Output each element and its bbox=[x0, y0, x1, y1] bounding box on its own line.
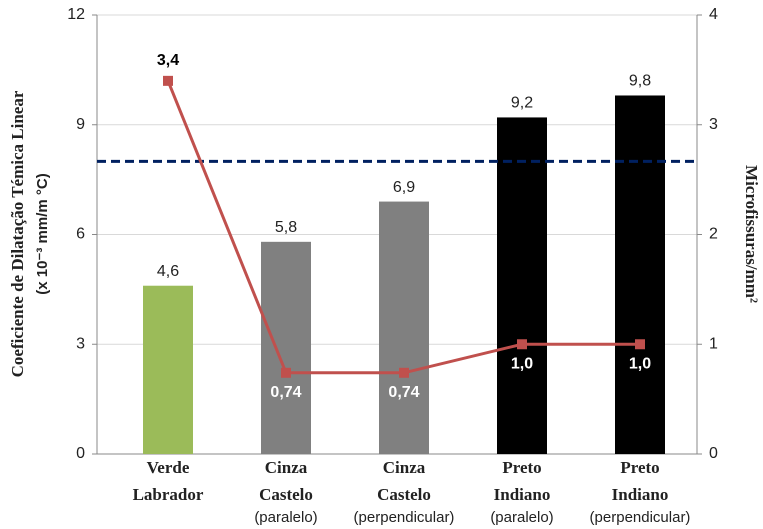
y-tick-label: 6 bbox=[76, 226, 85, 243]
y-tick-label: 9 bbox=[76, 116, 85, 133]
x-tick-label: Castelo bbox=[377, 485, 431, 504]
line-marker bbox=[163, 75, 173, 86]
line-marker bbox=[399, 367, 409, 378]
bar-value-label: 6,9 bbox=[393, 179, 415, 196]
y-axis-title: Coeficiente de Dilatação Témica Linear bbox=[8, 90, 27, 377]
x-tick-label: Verde bbox=[147, 458, 190, 477]
x-tick-label: (perpendicular) bbox=[590, 509, 691, 526]
y2-axis-title: Microfissuras/mm² bbox=[742, 165, 761, 303]
bar bbox=[143, 285, 193, 454]
y-tick-label: 0 bbox=[76, 445, 85, 462]
bar bbox=[379, 201, 429, 454]
x-tick-label: Cinza bbox=[265, 458, 308, 477]
line-value-label: 1,0 bbox=[511, 355, 533, 372]
x-tick-label: Indiano bbox=[612, 485, 669, 504]
bar-value-label: 5,8 bbox=[275, 219, 297, 236]
bar bbox=[261, 241, 311, 454]
x-tick-label: Labrador bbox=[133, 485, 204, 504]
y2-tick-label: 4 bbox=[709, 6, 718, 23]
y2-tick-label: 3 bbox=[709, 116, 718, 133]
x-tick-label: Castelo bbox=[259, 485, 313, 504]
bar-value-label: 4,6 bbox=[157, 263, 179, 280]
x-tick-label: (perpendicular) bbox=[354, 509, 455, 526]
line-value-label: 1,0 bbox=[629, 355, 651, 372]
x-tick-label: (paralelo) bbox=[490, 509, 553, 526]
y2-tick-label: 1 bbox=[709, 335, 718, 352]
bar bbox=[497, 117, 547, 454]
x-tick-label: Preto bbox=[620, 458, 659, 477]
bar-value-label: 9,2 bbox=[511, 95, 533, 112]
y-axis-unit: (x 10⁻³ mm/m °C) bbox=[34, 173, 51, 294]
line-marker bbox=[281, 367, 291, 378]
y-tick-label: 3 bbox=[76, 335, 85, 352]
x-tick-label: (paralelo) bbox=[254, 509, 317, 526]
line-marker bbox=[517, 339, 527, 350]
line-value-label: 0,74 bbox=[270, 384, 301, 401]
line-marker bbox=[635, 339, 645, 350]
bar-value-label: 9,8 bbox=[629, 73, 651, 90]
y-tick-label: 12 bbox=[67, 6, 85, 23]
x-tick-label: Cinza bbox=[383, 458, 426, 477]
y2-tick-label: 2 bbox=[709, 226, 718, 243]
x-tick-label: Preto bbox=[502, 458, 541, 477]
line-value-label: 0,74 bbox=[388, 384, 419, 401]
y2-tick-label: 0 bbox=[709, 445, 718, 462]
bar bbox=[615, 95, 665, 454]
x-tick-label: Indiano bbox=[494, 485, 551, 504]
line-value-label: 3,4 bbox=[157, 52, 179, 69]
